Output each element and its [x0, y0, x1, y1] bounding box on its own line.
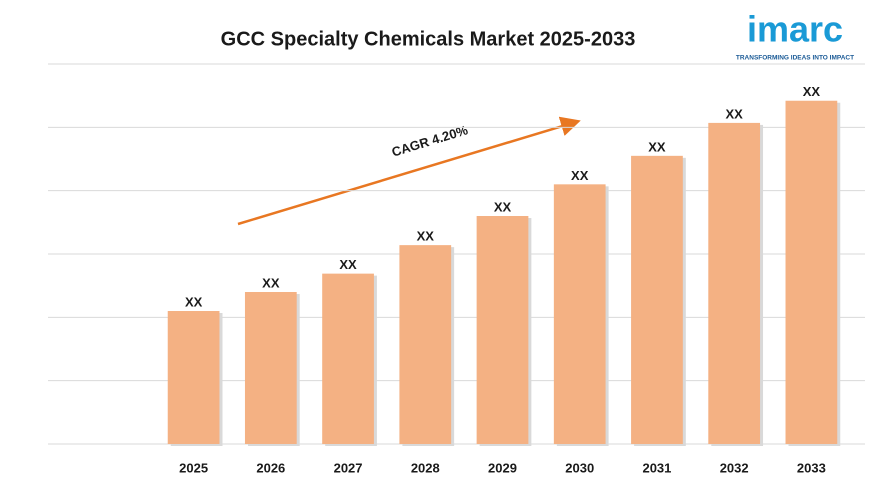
bar	[476, 216, 529, 444]
x-tick-label: 2030	[565, 460, 594, 475]
data-label: XX	[339, 257, 357, 272]
bar	[322, 273, 374, 444]
x-tick-label: 2033	[797, 460, 826, 475]
bar	[399, 245, 452, 444]
logo-name: imarc	[747, 9, 843, 50]
data-label: XX	[803, 84, 821, 99]
x-tick-label: 2028	[411, 460, 440, 475]
bar	[631, 155, 683, 445]
bar	[244, 292, 297, 444]
bar	[785, 100, 838, 444]
data-label: XX	[571, 168, 589, 183]
x-tick-label: 2025	[179, 460, 208, 475]
bar	[708, 122, 761, 445]
x-tick-label: 2027	[334, 460, 363, 475]
x-tick-label: 2026	[256, 460, 285, 475]
cagr-arrow	[237, 116, 581, 226]
data-label: XX	[185, 294, 203, 309]
logo-tagline: TRANSFORMING IDEAS INTO IMPACT	[736, 55, 854, 62]
data-label: XX	[648, 139, 666, 154]
data-label: XX	[725, 106, 743, 121]
x-tick-label: 2032	[720, 460, 749, 475]
x-tick-label: 2031	[642, 460, 671, 475]
chart-title: GCC Specialty Chemicals Market 2025-2033	[221, 28, 636, 50]
data-label: XX	[494, 199, 512, 214]
bar	[167, 311, 220, 444]
x-tick-label: 2029	[488, 460, 517, 475]
data-label: XX	[417, 229, 435, 244]
data-label: XX	[262, 275, 280, 290]
bar	[553, 184, 606, 445]
